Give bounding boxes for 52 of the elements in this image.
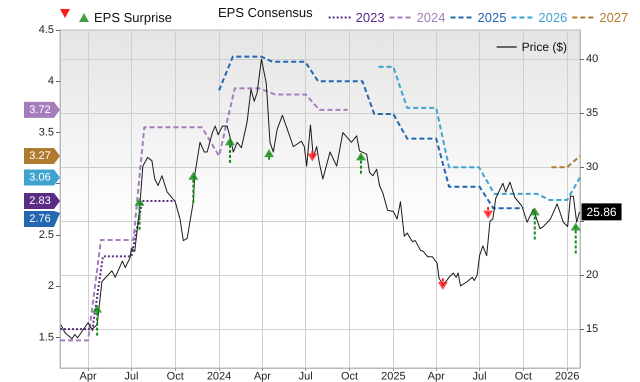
- legend-label: EPS Surprise: [94, 10, 172, 25]
- y-tick-label: 2.5: [38, 228, 54, 241]
- text: 3.06: [29, 171, 51, 184]
- point: [356, 152, 366, 160]
- y-tick-label: 3.5: [38, 126, 54, 138]
- text: 3.72: [29, 104, 51, 116]
- point: [134, 198, 145, 206]
- legend-title: EPS Consensus: [218, 5, 314, 20]
- y2-tick-label: 15: [586, 323, 598, 336]
- y2-tick-label: 40: [586, 53, 598, 66]
- legend-label: 2027: [599, 10, 628, 25]
- text: 2.76: [29, 213, 51, 226]
- legend-label: 2025: [478, 10, 506, 25]
- point: [438, 282, 448, 290]
- point: [530, 207, 540, 216]
- legend-label: 2023: [356, 10, 385, 25]
- y2-tick-label: 30: [586, 161, 598, 174]
- y-tick-label: 4.5: [38, 24, 54, 36]
- line-series: [378, 66, 581, 202]
- point: [264, 149, 274, 158]
- x-tick-label: Jul: [124, 370, 138, 382]
- point: [188, 172, 198, 180]
- line-series: [60, 58, 580, 340]
- point: [307, 153, 318, 162]
- legend-label: 2024: [416, 10, 446, 25]
- legend-label: 2026: [538, 10, 568, 25]
- y-tick-label: 4: [48, 75, 54, 88]
- point: [92, 304, 102, 313]
- y-tick-label: 2: [48, 280, 54, 292]
- x-tick-label: Apr: [254, 370, 272, 382]
- x-tick-label: 2025: [381, 370, 406, 382]
- y-tick-label: 1.5: [38, 331, 54, 344]
- x-tick-label: Jul: [298, 370, 313, 382]
- x-tick-label: 2026: [554, 370, 580, 382]
- point: [570, 222, 581, 231]
- x-tick-label: Oct: [340, 370, 358, 382]
- line-series: [218, 56, 524, 210]
- x-tick-label: 2024: [206, 370, 232, 382]
- x-tick-label: Apr: [428, 370, 446, 382]
- x-tick-label: Jul: [472, 370, 487, 382]
- x-tick-label: Apr: [80, 370, 97, 382]
- line-series: [59, 87, 349, 342]
- text: Price ($): [522, 40, 568, 54]
- point: [483, 210, 494, 219]
- y2-tick-label: 20: [586, 269, 598, 282]
- text: 2.83: [29, 195, 51, 208]
- text: 3.27: [29, 150, 51, 162]
- x-tick-label: Oct: [514, 370, 532, 382]
- y2-tick-label: 35: [586, 107, 598, 120]
- point: [225, 137, 235, 146]
- x-tick-label: Oct: [166, 370, 184, 382]
- data-label: 25.86: [586, 204, 617, 219]
